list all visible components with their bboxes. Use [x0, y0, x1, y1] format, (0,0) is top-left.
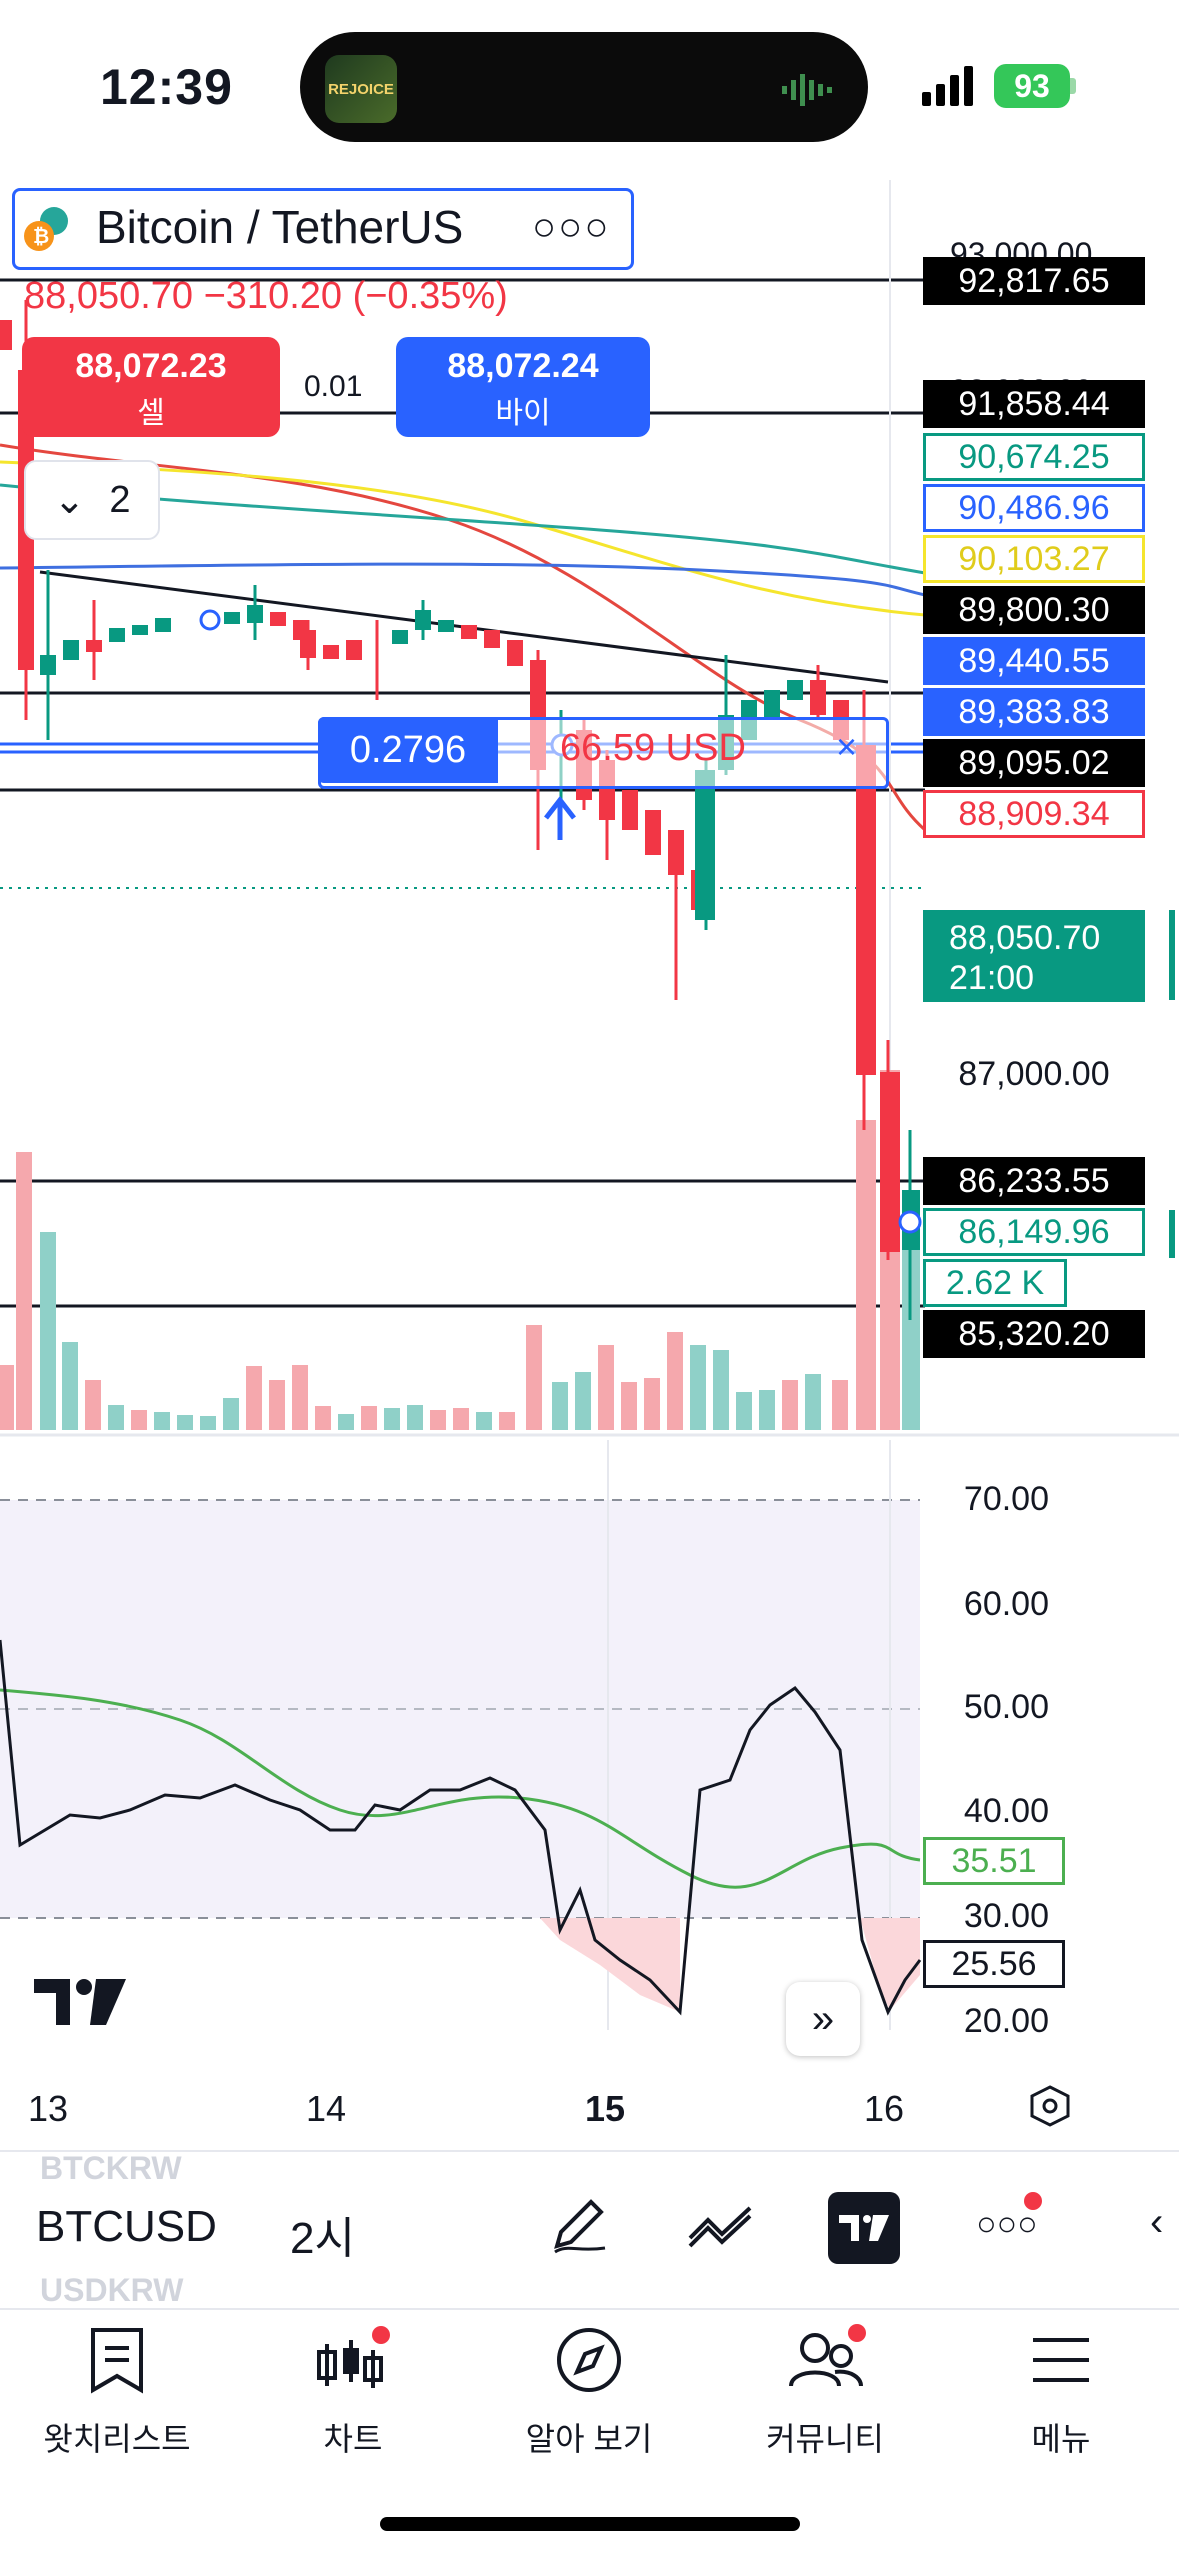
notification-dot [848, 2324, 866, 2342]
rsi-level-60: 60.00 [963, 1585, 1049, 1623]
svg-text:₿: ₿ [33, 224, 49, 248]
nav-community[interactable]: 커뮤니티 [720, 2320, 930, 2460]
cellular-signal-icon [922, 66, 973, 106]
rsi-level-70: 70.00 [963, 1480, 1049, 1518]
time-axis-label: 16 [864, 2088, 905, 2129]
current-candle-label: 86,149.96 [923, 1208, 1145, 1256]
position-price-label: 89,383.83 [923, 688, 1145, 736]
price-axis-tick: 87,000.00 [958, 1054, 1110, 1093]
nav-label: 알아 보기 [525, 2421, 653, 2457]
sell-button[interactable]: 88,072.23 셀 [22, 337, 280, 437]
more-options-icon[interactable]: ○○○ [532, 205, 611, 249]
notification-dot [372, 2326, 390, 2344]
sell-label: 셀 [137, 397, 165, 430]
nav-label: 차트 [323, 2421, 383, 2457]
ohlc-change-line: 88,050.70 −310.20 (−0.35%) [24, 275, 508, 317]
indicators-collapse-button[interactable]: ⌄ 2 [24, 460, 160, 540]
bookmark-icon [12, 2320, 222, 2400]
rsi-level-50: 50.00 [963, 1688, 1049, 1726]
buy-label: 바이 [495, 397, 551, 430]
symbol-search-box[interactable] [12, 188, 634, 270]
price-level-label[interactable]: 85,320.20 [923, 1310, 1145, 1358]
audio-waveform-icon [782, 74, 832, 106]
battery-indicator: 93 [994, 64, 1070, 108]
buy-price: 88,072.24 [447, 347, 599, 385]
chevron-left-icon[interactable]: ‹ [1150, 2200, 1164, 2244]
candles-icon [248, 2320, 458, 2400]
symbol-name[interactable]: Bitcoin / TetherUS [96, 201, 464, 253]
nav-label: 왓치리스트 [43, 2421, 191, 2457]
close-position-icon[interactable]: × [836, 726, 858, 767]
last-price-label: 88,050.70 21:00 [923, 910, 1145, 1002]
time-axis-label: 14 [306, 2088, 347, 2129]
nav-watchlist[interactable]: 왓치리스트 [12, 2320, 222, 2460]
chart-settings-hex-icon[interactable] [1028, 2084, 1072, 2133]
tradingview-logo [34, 1978, 126, 2038]
status-time: 12:39 [100, 59, 233, 115]
indicators-icon[interactable] [686, 2186, 756, 2262]
home-indicator[interactable] [380, 2517, 800, 2531]
buy-button[interactable]: 88,072.24 바이 [396, 337, 650, 437]
prev-symbol: BTCKRW [40, 2150, 182, 2186]
ma-label-red: 88,909.34 [923, 790, 1145, 838]
divider [0, 2308, 1179, 2310]
battery-tip [1070, 78, 1076, 94]
now-playing-art[interactable]: REJOICE [325, 55, 397, 123]
rsi-level-40: 40.00 [963, 1792, 1049, 1830]
time-axis-label: 15 [585, 2088, 626, 2129]
position-price-label: 89,440.55 [923, 637, 1145, 685]
rsi-ma-value: 35.51 [923, 1837, 1065, 1885]
tradingview-app-icon[interactable] [828, 2192, 900, 2264]
compass-icon [484, 2320, 694, 2400]
price-level-label[interactable]: 86,233.55 [923, 1157, 1145, 1205]
chevron-down-icon: ⌄ [53, 479, 86, 522]
rsi-level-30: 30.00 [963, 1897, 1049, 1935]
rsi-value: 25.56 [923, 1940, 1065, 1988]
indicators-count: 2 [109, 478, 131, 521]
last-price-value: 88,050.70 [949, 919, 1101, 957]
price-level-label[interactable]: 92,817.65 [923, 257, 1145, 305]
more-tools-icon[interactable]: ○○○ [976, 2204, 1038, 2243]
nav-chart[interactable]: 차트 [248, 2320, 458, 2460]
sell-price: 88,072.23 [75, 347, 227, 385]
spread-value: 0.01 [304, 370, 363, 403]
ma-label-blue: 90,486.96 [923, 484, 1145, 532]
ticker-symbol[interactable]: BTCUSD [36, 2202, 217, 2251]
interval-selector[interactable]: 2시 [290, 2214, 355, 2263]
bar-countdown: 21:00 [949, 959, 1035, 997]
nav-menu[interactable]: 메뉴 [956, 2320, 1166, 2460]
community-icon [720, 2320, 930, 2400]
expand-chevrons-icon[interactable]: » [786, 1982, 860, 2056]
time-axis-label: 13 [28, 2088, 69, 2129]
price-level-label[interactable]: 91,858.44 [923, 380, 1145, 428]
price-level-label[interactable]: 89,095.02 [923, 739, 1145, 787]
notification-dot [1024, 2192, 1042, 2210]
nav-label: 커뮤니티 [766, 2421, 884, 2457]
drawing-pen-icon[interactable] [544, 2186, 614, 2262]
volume-label: 2.62 K [923, 1259, 1067, 1307]
position-quantity: 0.2796 [318, 717, 498, 783]
bitcoin-logo-icon: ₿ [24, 205, 68, 253]
ma-label-yellow: 90,103.27 [923, 535, 1145, 583]
next-symbol: USDKRW [40, 2272, 184, 2308]
ma-label-teal: 90,674.25 [923, 433, 1145, 481]
position-pnl: 66.59 USD [560, 727, 746, 769]
rsi-level-20: 20.00 [963, 2002, 1049, 2040]
price-level-label[interactable]: 89,800.30 [923, 586, 1145, 634]
divider [0, 2150, 1179, 2152]
nav-explore[interactable]: 알아 보기 [484, 2320, 694, 2460]
menu-icon [956, 2320, 1166, 2400]
nav-label: 메뉴 [1031, 2421, 1091, 2457]
rsi-pane[interactable] [0, 1440, 1179, 2040]
